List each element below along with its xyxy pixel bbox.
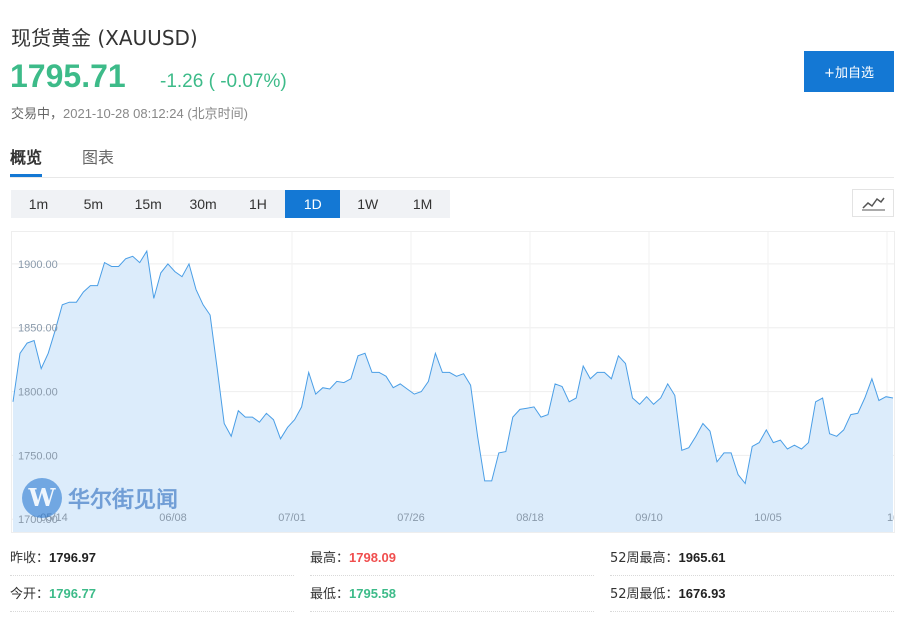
y-tick-label: 1850.00 <box>18 323 58 335</box>
y-tick-label: 1750.00 <box>18 450 58 462</box>
stat-value: 1796.97 <box>49 550 97 565</box>
stat-label: 最低： <box>310 587 350 602</box>
stat-label: 昨收： <box>10 551 50 566</box>
period-15m[interactable]: 15m <box>134 196 162 212</box>
period-30m[interactable]: 30m <box>189 196 217 212</box>
watermark: W 华尔街见闻 <box>22 478 178 518</box>
period-1h[interactable]: 1H <box>248 196 267 212</box>
x-tick-label: 07/26 <box>397 512 425 524</box>
x-tick-label: 08/18 <box>516 512 544 524</box>
stat-value: 1796.77 <box>49 586 97 601</box>
stat-open: 今开：1796.77 <box>10 576 294 612</box>
price-change: -1.26 ( -0.07%) <box>160 71 287 92</box>
x-tick-label: 09/10 <box>635 512 663 524</box>
period-5m[interactable]: 5m <box>83 196 104 212</box>
stat-value: 1795.58 <box>349 586 397 601</box>
stat-prev-close: 昨收：1796.97 <box>10 540 294 576</box>
line-chart-icon <box>862 197 885 211</box>
chart-type-toggle[interactable] <box>852 189 894 217</box>
timestamp: 2021-10-28 08:12:24 (北京时间) <box>63 106 248 121</box>
stat-high: 最高：1798.09 <box>310 540 594 576</box>
stat-52w-low: 52周最低：1676.93 <box>610 576 894 612</box>
stat-low: 最低：1795.58 <box>310 576 594 612</box>
tab-overview[interactable]: 概览 <box>10 144 43 177</box>
stat-value: 1798.09 <box>349 550 397 565</box>
stats-row: 今开：1796.77 最低：1795.58 52周最低：1676.93 <box>10 576 895 612</box>
trading-status: 交易中，2021-10-28 08:12:24 (北京时间) <box>11 103 248 122</box>
price-area-fill <box>13 251 893 532</box>
y-tick-label: 1800.00 <box>18 387 58 399</box>
stat-label: 最高： <box>310 551 350 566</box>
wallstreetcn-logo: W <box>22 478 62 518</box>
stat-value: 1676.93 <box>678 586 726 601</box>
y-tick-label: 1900.00 <box>18 259 58 271</box>
period-1m[interactable]: 1m <box>28 196 49 212</box>
page-title: 现货黄金 (XAUUSD) <box>11 26 198 50</box>
stat-label: 52周最低： <box>610 587 679 602</box>
stats-row: 昨收：1796.97 最高：1798.09 52周最高：1965.61 <box>10 540 895 576</box>
price-chart: 1900.00 1850.00 1800.00 1750.00 1700.00 05/1… <box>11 231 895 533</box>
x-tick-label: 07/01 <box>278 512 306 524</box>
tab-chart[interactable]: 图表 <box>82 148 115 167</box>
stat-value: 1965.61 <box>678 550 726 565</box>
period-1mo[interactable]: 1M <box>412 196 433 212</box>
period-1d[interactable]: 1D <box>285 190 341 218</box>
status-label: 交易中， <box>11 107 64 122</box>
x-tick-label: 10/2 <box>887 512 894 524</box>
watermark-text: 华尔街见闻 <box>68 487 179 513</box>
x-tick-label: 06/08 <box>159 512 187 524</box>
stat-52w-high: 52周最高：1965.61 <box>610 540 894 576</box>
y-tick-label: 1700.00 <box>18 514 58 526</box>
add-watchlist-button[interactable]: +加自选 <box>804 51 894 92</box>
stat-label: 52周最高： <box>610 551 679 566</box>
x-tick-label: 10/05 <box>754 512 782 524</box>
stat-label: 今开： <box>10 587 50 602</box>
period-selector: 1m 5m 15m 30m 1H 1D 1W 1M <box>11 190 450 218</box>
tab-bar: 概览 图表 <box>10 144 894 178</box>
period-1w[interactable]: 1W <box>357 196 379 212</box>
price-line <box>12 249 894 485</box>
current-price: 1795.71 <box>10 58 126 94</box>
